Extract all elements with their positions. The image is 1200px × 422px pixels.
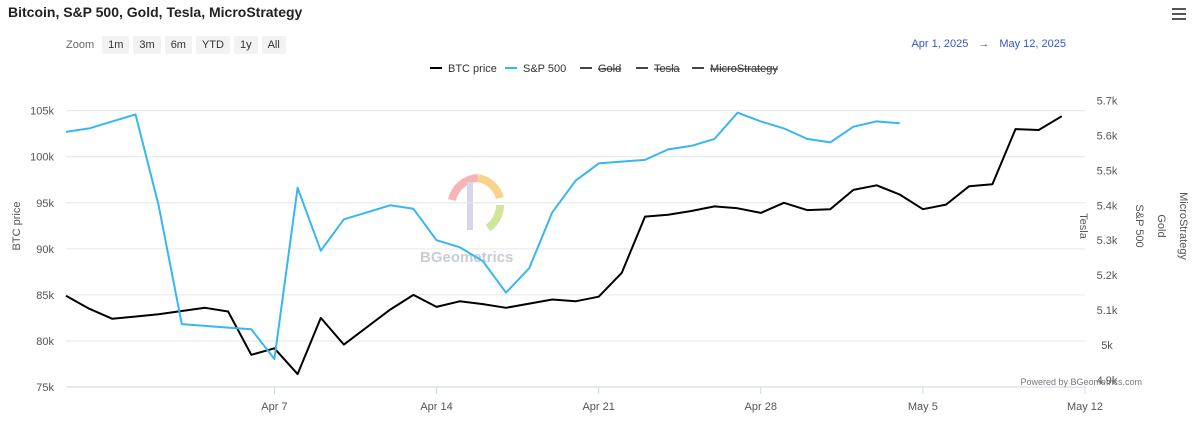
legend-item[interactable]: BTC price	[430, 63, 497, 75]
date-range: Apr 1, 2025 → May 12, 2025	[911, 38, 1066, 50]
range-to[interactable]: May 12, 2025	[999, 38, 1066, 50]
y-left-tick-label: 85k	[36, 290, 54, 302]
series-line-s-p-500[interactable]	[65, 111, 900, 360]
y-left-tick-label: 90k	[36, 244, 54, 256]
legend-item[interactable]: MicroStrategy	[692, 63, 778, 75]
zoom-ytd-button[interactable]: YTD	[195, 36, 230, 54]
zoom-all-button[interactable]: All	[261, 36, 286, 54]
zoom-label: Zoom	[66, 39, 95, 51]
y-right-axis-title: S&P 500	[1133, 204, 1145, 247]
watermark-text: BGeometrics	[420, 249, 513, 266]
x-tick-label: Apr 14	[420, 401, 452, 413]
y-right-tick-label: 5.2k	[1097, 270, 1118, 282]
zoom-6m-button[interactable]: 6m	[164, 36, 192, 54]
range-from[interactable]: Apr 1, 2025	[911, 38, 969, 50]
y-left-tick-label: 100k	[30, 152, 54, 164]
y-right-axis-title: Tesla	[1077, 213, 1089, 240]
watermark-logo: BGeometrics	[420, 174, 513, 266]
y-left-tick-label: 95k	[36, 198, 54, 210]
legend-label: Gold	[598, 63, 621, 75]
y-right-axis-title: Gold	[1155, 214, 1167, 237]
range-arrow: →	[978, 38, 990, 50]
zoom-3m-button[interactable]: 3m	[133, 36, 161, 54]
y-right-tick-label: 4.9k	[1097, 375, 1118, 387]
y-left-tick-label: 75k	[36, 382, 54, 394]
legend-label: MicroStrategy	[710, 63, 778, 75]
powered-by-credit[interactable]: Powered by BGeometrics.com	[1020, 377, 1142, 387]
legend-item[interactable]: S&P 500	[505, 63, 566, 75]
y-right-tick-label: 5.6k	[1097, 130, 1118, 142]
y-right-tick-label: 5.4k	[1097, 200, 1118, 212]
zoom-bar: Zoom 1m 3m 6m YTD 1y All	[66, 36, 286, 54]
y-right-tick-label: 5.3k	[1097, 235, 1118, 247]
legend-label: S&P 500	[523, 63, 566, 75]
legend-label: Tesla	[654, 63, 681, 75]
y-left-tick-label: 80k	[36, 336, 54, 348]
zoom-1m-button[interactable]: 1m	[102, 36, 130, 54]
legend-item[interactable]: Tesla	[636, 63, 681, 75]
legend-item[interactable]: Gold	[580, 63, 621, 75]
y-right-tick-label: 5.7k	[1097, 95, 1118, 107]
x-tick-label: Apr 28	[745, 401, 777, 413]
hamburger-menu-icon[interactable]	[1172, 8, 1186, 20]
y-right-tick-label: 5.1k	[1097, 305, 1118, 317]
x-tick-label: May 12	[1067, 401, 1103, 413]
series-line-btc-price[interactable]	[65, 115, 1063, 376]
y-left-tick-label: 105k	[30, 106, 54, 118]
y-right-tick-label: 5k	[1101, 340, 1113, 352]
x-tick-label: May 5	[908, 401, 938, 413]
x-tick-label: Apr 7	[261, 401, 287, 413]
chart-title: Bitcoin, S&P 500, Gold, Tesla, MicroStra…	[8, 4, 303, 20]
legend-label: BTC price	[448, 63, 497, 75]
x-tick-label: Apr 21	[582, 401, 614, 413]
y-right-axis-title: MicroStrategy	[1177, 192, 1189, 260]
y-left-axis-title: BTC price	[11, 202, 23, 251]
y-right-tick-label: 5.5k	[1097, 165, 1118, 177]
zoom-1y-button[interactable]: 1y	[233, 36, 258, 54]
